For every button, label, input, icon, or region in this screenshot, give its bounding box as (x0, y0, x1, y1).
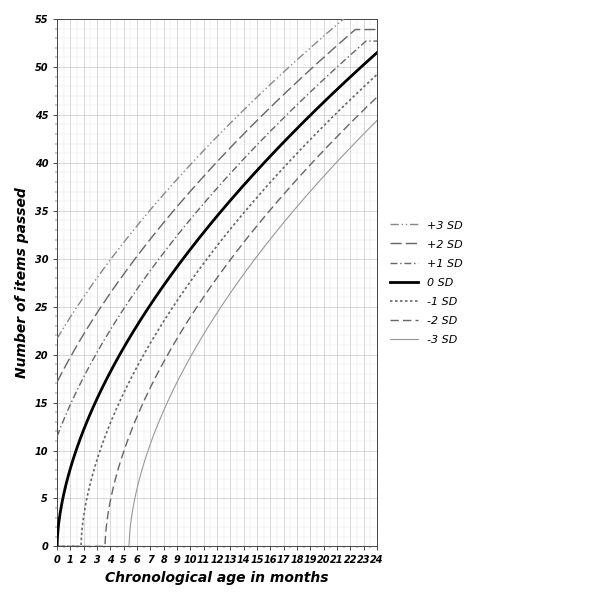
X-axis label: Chronological age in months: Chronological age in months (105, 571, 329, 585)
Legend: +3 SD, +2 SD, +1 SD, 0 SD, -1 SD, -2 SD, -3 SD: +3 SD, +2 SD, +1 SD, 0 SD, -1 SD, -2 SD,… (386, 215, 467, 350)
Y-axis label: Number of items passed: Number of items passed (15, 187, 29, 378)
